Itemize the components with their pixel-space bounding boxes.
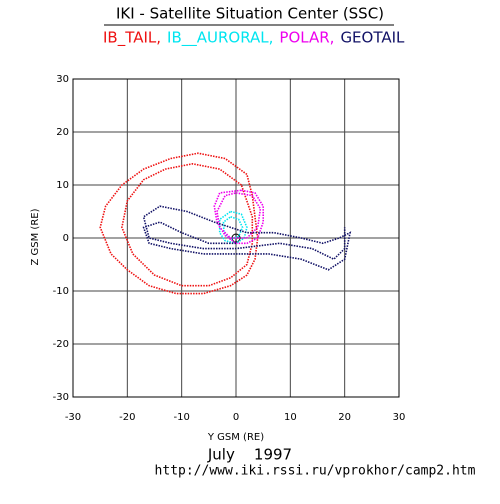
x-tick-label: 30 (393, 412, 406, 423)
date-label: July 1997 (207, 446, 292, 464)
legend-entry: IB_TAIL, (103, 29, 161, 48)
x-tick-label: -10 (173, 412, 189, 423)
x-tick-label: -20 (119, 412, 135, 423)
y-tick-label: -10 (53, 286, 69, 297)
legend-entry: GEOTAIL (340, 29, 405, 47)
plot-frame (72, 78, 400, 398)
legend: IB_TAIL, IB__AURORAL, POLAR, GEOTAIL (103, 29, 405, 48)
y-tick-label: 10 (56, 180, 69, 191)
chart-title: IKI - Satellite Situation Center (SSC) (116, 5, 384, 23)
x-tick-label: -30 (65, 412, 81, 423)
x-axis-label: Y GSM (RE) (207, 432, 264, 443)
url-label: http://www.iki.rssi.ru/vprokhor/camp2.ht… (155, 464, 476, 479)
orbit-line (99, 152, 259, 295)
x-tick-label: 0 (233, 412, 239, 423)
y-tick-label: -20 (53, 339, 69, 350)
orbit-line (142, 205, 352, 271)
y-axis-label: Z GSM (RE) (30, 208, 41, 265)
y-tick-label: 20 (56, 127, 69, 138)
legend-entry: IB__AURORAL, (167, 29, 273, 48)
x-tick-label: 20 (338, 412, 351, 423)
y-tick-label: 30 (56, 74, 69, 85)
y-tick-label: -30 (53, 392, 69, 403)
x-tick-label: 10 (284, 412, 297, 423)
orbit-line (213, 189, 264, 245)
y-tick-label: 0 (63, 233, 69, 244)
legend-entry: POLAR, (279, 29, 334, 47)
